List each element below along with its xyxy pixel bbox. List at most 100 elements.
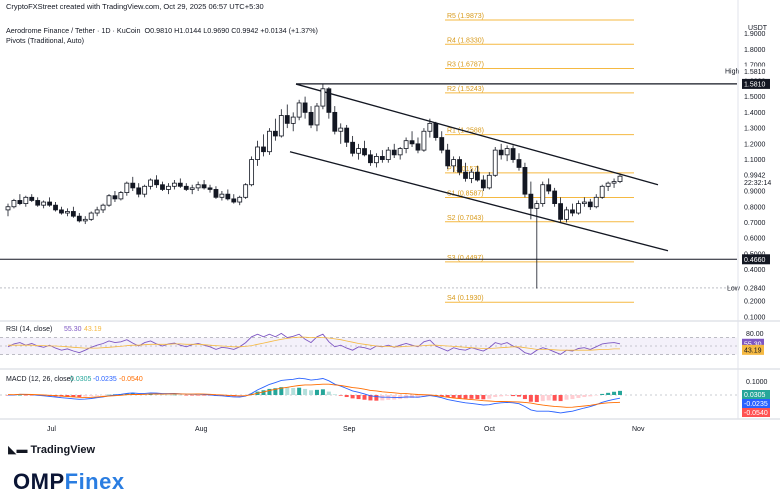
macd-histogram-bar xyxy=(487,395,492,399)
macd-histogram-bar xyxy=(528,395,533,402)
macd-histogram-bar xyxy=(291,387,296,395)
signal-value: -0.0540 xyxy=(119,376,143,383)
candle-body xyxy=(332,111,338,132)
horizontal-levels xyxy=(0,83,737,289)
candle-body xyxy=(76,215,82,222)
price-tick-label: 1.8000 xyxy=(744,47,766,54)
price-tick-label: 1.3000 xyxy=(744,126,766,133)
macd-histogram-bar xyxy=(374,395,379,401)
candle-body xyxy=(5,206,11,211)
macd-histogram-bar xyxy=(457,395,462,399)
candle-body xyxy=(290,116,296,124)
macd-histogram-value: 0.0305 xyxy=(70,376,92,383)
price-tick-label: 0.8000 xyxy=(744,204,766,211)
price-chart[interactable]: R5 (1.9873) R4 (1.8330) R3 (1.6787) R2 (1.5… xyxy=(0,0,780,440)
macd-histogram-bar xyxy=(350,395,355,399)
candle-body xyxy=(599,185,605,198)
macd-histogram-bar xyxy=(297,387,302,395)
candle-body xyxy=(350,141,356,154)
macd-histogram-bar xyxy=(154,394,159,395)
candle-body xyxy=(397,148,403,156)
candle-body xyxy=(457,159,462,173)
macd-histogram-bar xyxy=(184,395,189,396)
level-price-tag-bg xyxy=(742,254,770,265)
macd-histogram-bar xyxy=(166,394,171,396)
ompfinex-logo: OMPFinex xyxy=(13,469,125,495)
candle-body xyxy=(451,159,457,167)
candle-body xyxy=(421,130,427,151)
pivot-label: R5 (1.9873) xyxy=(447,13,484,20)
price-tick-label: 1.1000 xyxy=(744,157,766,164)
candle-body xyxy=(88,212,94,220)
candle-body xyxy=(112,195,118,200)
price-tick-label: 1.2000 xyxy=(744,141,766,148)
macd-histogram-bar xyxy=(95,395,100,396)
pivot-label: P (1.0157) xyxy=(447,166,480,173)
candle-body xyxy=(605,182,611,187)
macd-histogram-bar xyxy=(356,395,361,400)
countdown-tag: 22:32:14 xyxy=(744,180,771,187)
candle-body xyxy=(611,181,617,184)
candle-body xyxy=(255,146,260,160)
ompfinex-logo-left: OMP xyxy=(13,469,65,494)
macd-histogram-bar xyxy=(332,394,337,395)
candle-body xyxy=(118,192,124,200)
candle-body xyxy=(29,196,35,201)
candle-body xyxy=(225,193,231,200)
macd-histogram-bar xyxy=(594,395,599,396)
macd-histogram-bar xyxy=(445,395,450,398)
tradingview-logo-icon: ◣▬ xyxy=(8,444,31,456)
candle-body xyxy=(581,201,587,205)
macd-histogram-bar xyxy=(540,395,545,402)
price-tick-label: 0.7000 xyxy=(744,220,766,227)
candle-body xyxy=(272,130,278,137)
macd-histogram-bar xyxy=(469,395,474,399)
macd-histogram-bar xyxy=(89,395,94,397)
level-price-tag: 0.4660 xyxy=(744,257,766,264)
macd-histogram-bar xyxy=(326,391,331,395)
candle-body xyxy=(106,195,112,206)
macd-histogram-bar xyxy=(516,395,521,397)
high-price-tag-bg xyxy=(742,66,770,77)
candle-body xyxy=(522,167,528,195)
low-price-tag-bg xyxy=(742,282,770,293)
candle-body xyxy=(70,211,76,217)
macd-histogram-bar xyxy=(314,389,319,395)
candle-body xyxy=(23,196,29,205)
time-tick-label: Jul xyxy=(47,426,56,433)
candle-body xyxy=(540,184,546,205)
candle-body xyxy=(391,149,397,156)
last-price-tag-bg xyxy=(742,170,770,181)
candle-body xyxy=(219,193,225,198)
signal-line xyxy=(7,383,621,408)
candle-body xyxy=(213,189,219,198)
macd-histogram-bar xyxy=(172,394,177,396)
symbol-label[interactable]: Aerodrome Finance / Tether · 1D · KuCoin xyxy=(6,26,141,35)
rsi-value: 55.30 xyxy=(64,326,82,333)
candle-body xyxy=(427,122,433,132)
candle-body xyxy=(11,200,17,208)
candle-body xyxy=(534,203,540,209)
time-tick-label: Oct xyxy=(484,426,495,433)
candle-body xyxy=(379,156,385,160)
candle-body xyxy=(17,200,23,205)
candle-body xyxy=(261,146,266,153)
high-label: High xyxy=(725,68,740,75)
channel-lower-line xyxy=(289,151,669,252)
macd-histogram-bar xyxy=(196,395,201,396)
candle-body xyxy=(237,196,243,203)
macd-histogram-bar xyxy=(338,395,343,396)
low-label: Low xyxy=(727,285,741,292)
pivots-indicator-label[interactable]: Pivots (Traditional, Auto) xyxy=(6,36,85,45)
rsi-ma-tag-bg xyxy=(742,344,764,355)
candlesticks xyxy=(5,84,623,289)
macd-histogram-bar xyxy=(588,395,593,397)
candle-body xyxy=(171,182,177,187)
candle-body xyxy=(302,102,308,113)
macd-histogram-bar xyxy=(415,395,420,398)
macd-tick-label: 0.1000 xyxy=(746,379,768,386)
price-tick-label: 0.1000 xyxy=(744,314,766,321)
pivot-label: R2 (1.5243) xyxy=(447,86,484,93)
rsi-line xyxy=(7,332,621,355)
macd-histogram-bar xyxy=(511,395,516,397)
